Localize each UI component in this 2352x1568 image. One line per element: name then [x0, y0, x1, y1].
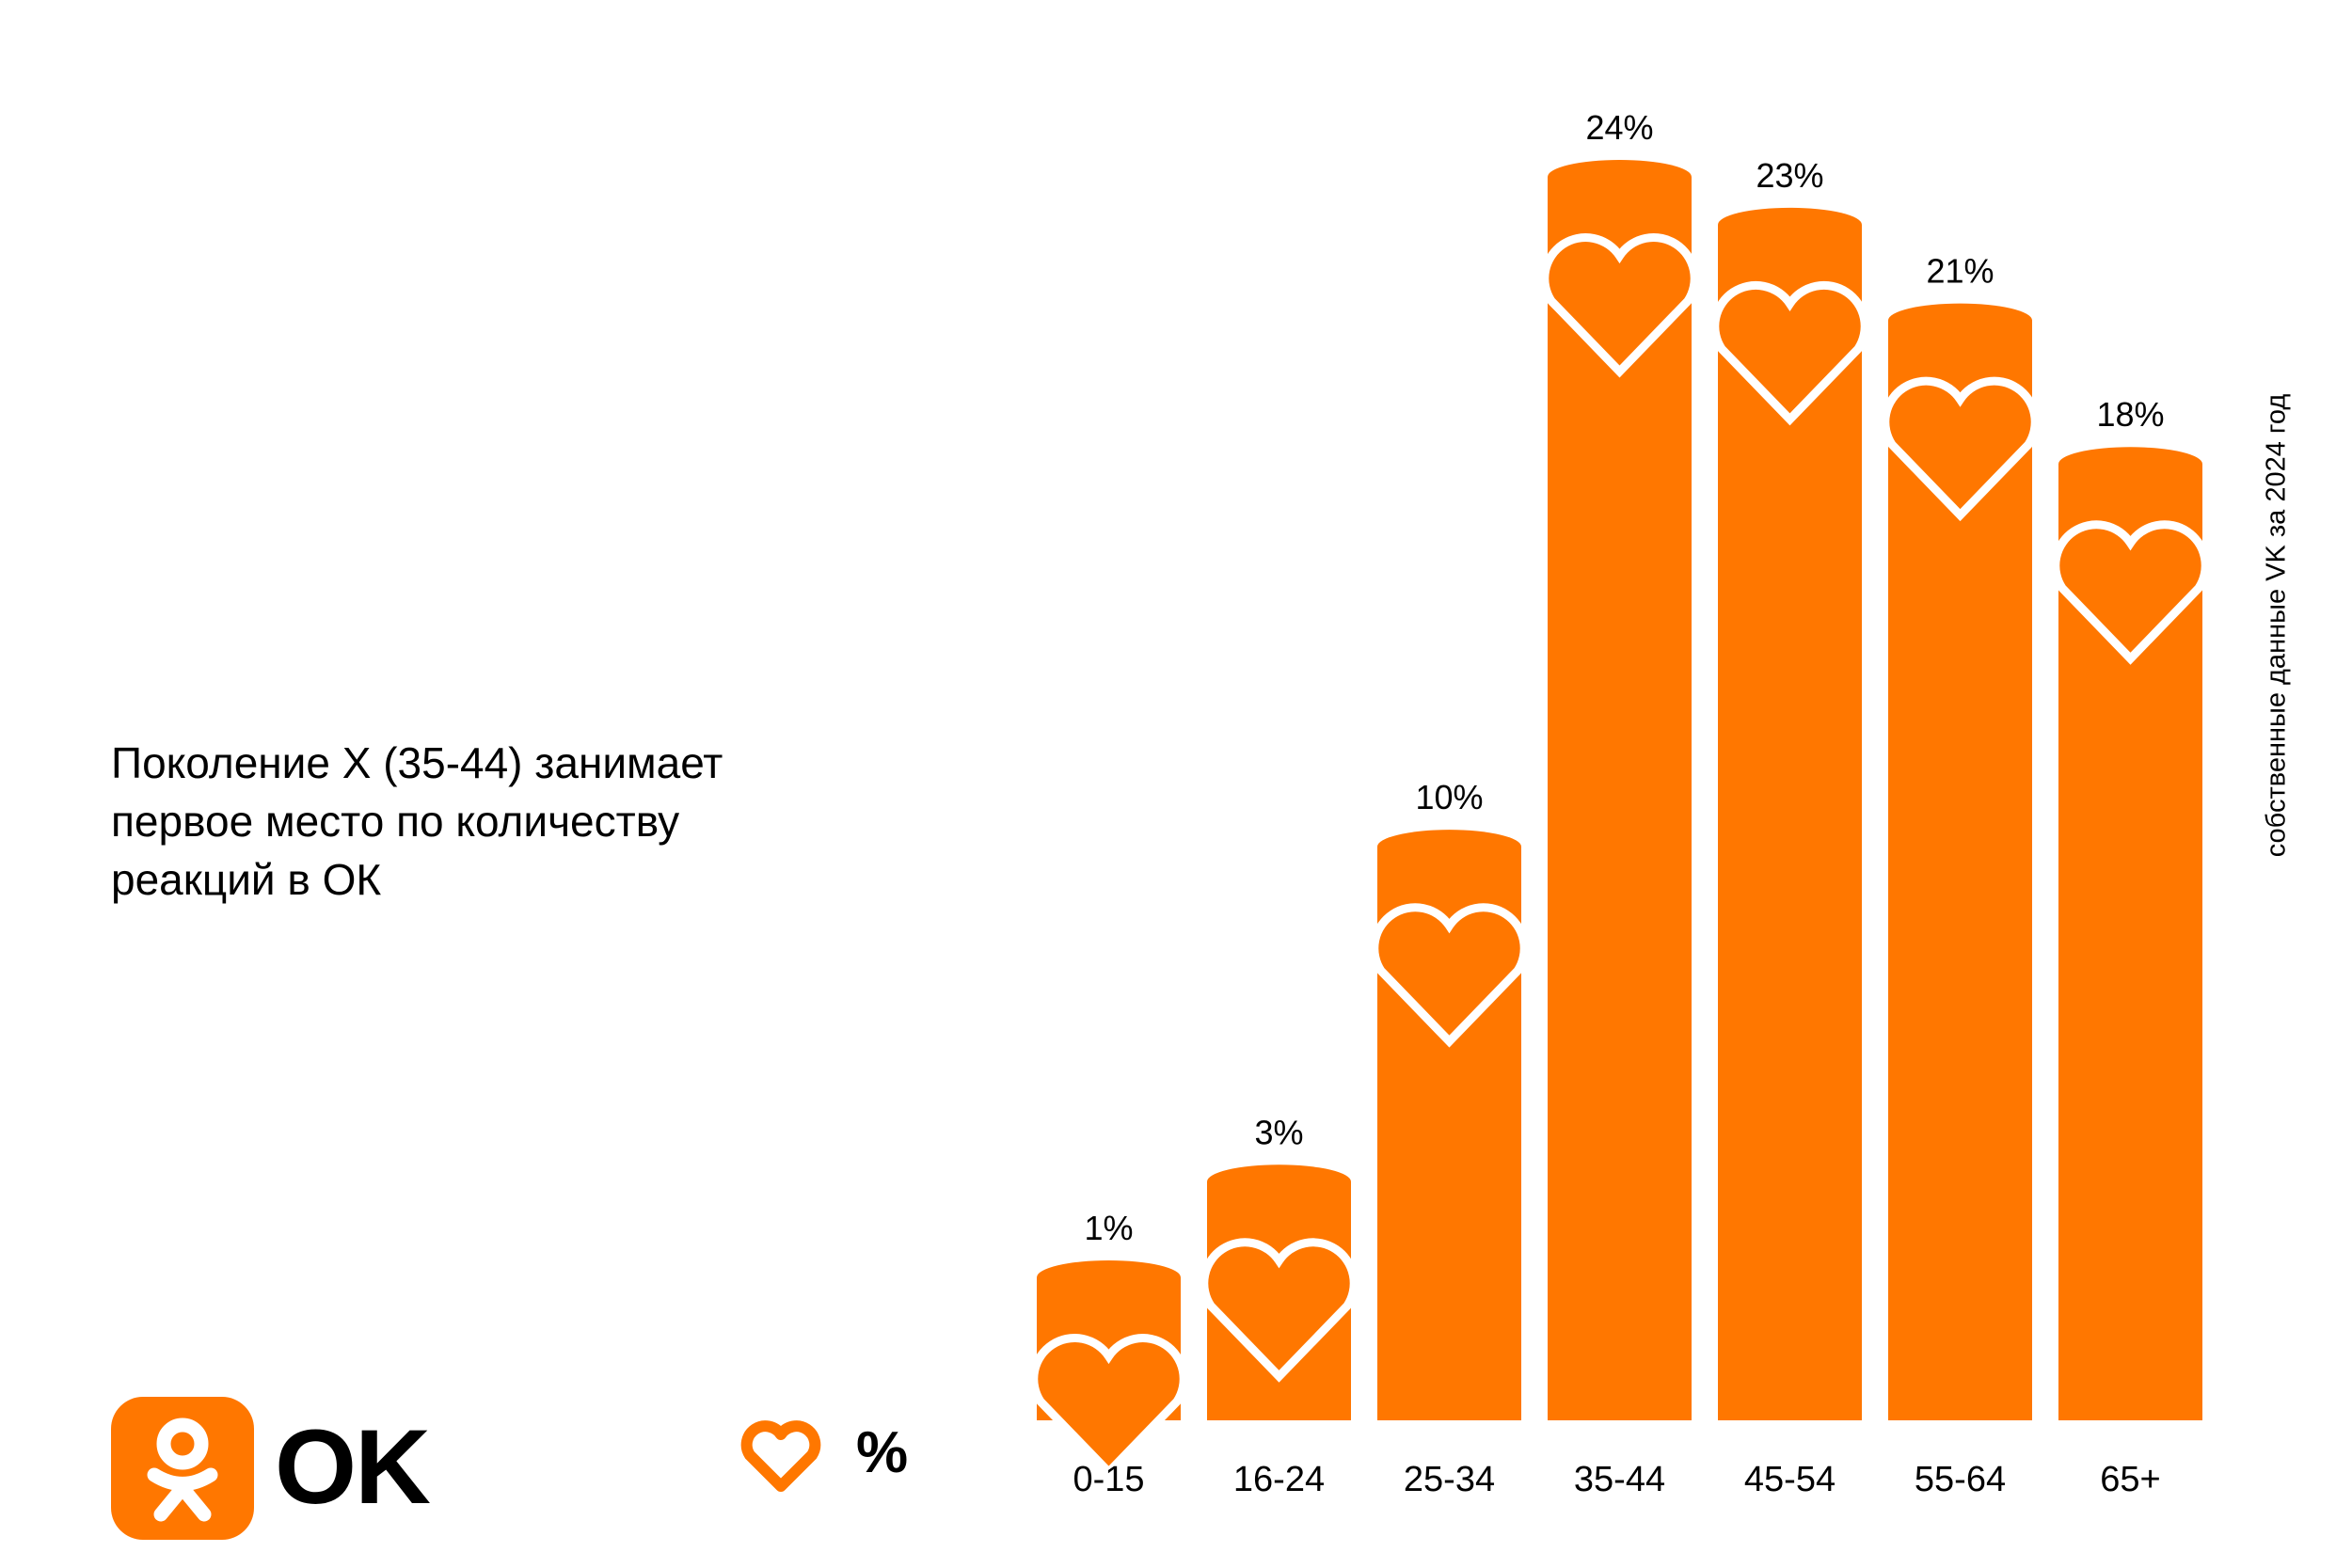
- data-label: 21%: [1926, 252, 1994, 291]
- category-label: 55-64: [1915, 1460, 2006, 1499]
- heart-icon: [740, 1420, 821, 1492]
- bar: [1718, 207, 1862, 1420]
- data-label: 23%: [1756, 156, 1823, 195]
- heart-icon: [1200, 1238, 1359, 1383]
- category-label: 35-44: [1574, 1460, 1665, 1499]
- category-label: 25-34: [1404, 1460, 1495, 1499]
- data-label: 24%: [1585, 108, 1653, 147]
- ok-logo-icon: [147, 1418, 218, 1522]
- brand-name: OK: [275, 1408, 431, 1526]
- data-label: 18%: [2096, 395, 2164, 434]
- ok-logo: [111, 1397, 254, 1540]
- data-label: 1%: [1084, 1209, 1133, 1247]
- category-label: 16-24: [1233, 1460, 1325, 1499]
- headline-line-2: первое место по количеству: [111, 797, 680, 846]
- category-label: 65+: [2100, 1460, 2160, 1499]
- legend-label: %: [856, 1420, 909, 1485]
- data-label: 10%: [1415, 778, 1483, 816]
- heart-icon: [1710, 280, 1869, 426]
- headline-line-3: реакций в ОК: [111, 855, 382, 904]
- bar: [1548, 160, 1692, 1420]
- category-label: 0-15: [1073, 1460, 1144, 1499]
- headline: Поколение X (35-44) занимает первое мест…: [111, 734, 882, 909]
- heart-icon: [1540, 233, 1699, 378]
- data-label: 3%: [1254, 1113, 1303, 1151]
- category-label: 45-54: [1744, 1460, 1836, 1499]
- bar: [1888, 303, 2032, 1421]
- heart-icon: [1370, 903, 1529, 1048]
- bar: [2058, 447, 2202, 1420]
- heart-icon: [2051, 520, 2210, 665]
- source-note: собственные данные VK за 2024 год: [2261, 393, 2292, 858]
- heart-icon: [1029, 1334, 1188, 1479]
- heart-icon: [1881, 376, 2040, 522]
- headline-line-1: Поколение X (35-44) занимает: [111, 738, 723, 787]
